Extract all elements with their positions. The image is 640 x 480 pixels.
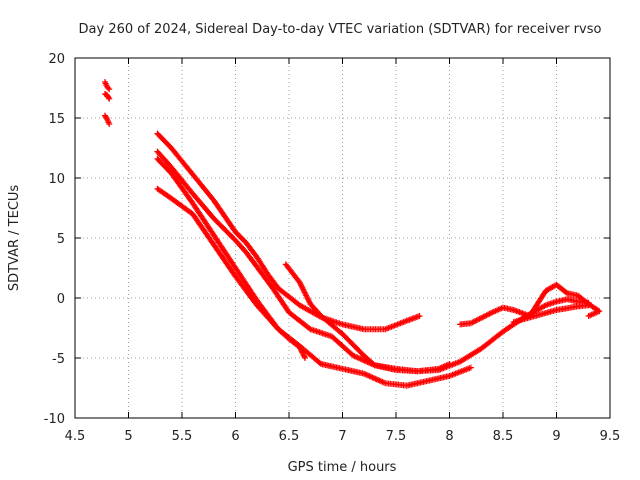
- data-point: [302, 355, 309, 361]
- data-point: [585, 313, 592, 319]
- x-tick-label: 7.5: [386, 429, 407, 444]
- y-tick-label: -5: [52, 352, 65, 367]
- axis-ticks: 4.5 5 5.5 6 6.5 7 7.5 8 8.5 9 9.5 -10 -5 0 5 10 15 20: [44, 52, 621, 444]
- series-arc-b: [101, 91, 113, 102]
- data-point: [370, 361, 377, 368]
- y-tick-label: 20: [48, 52, 65, 67]
- data-point: [301, 353, 308, 360]
- x-tick-label: 9.5: [600, 429, 621, 444]
- series-arc-4: [154, 185, 309, 361]
- series-arc-1: [154, 130, 423, 333]
- data-points: [101, 79, 603, 389]
- y-axis-label: SDTVAR / TECUs: [7, 185, 22, 292]
- x-tick-label: 7: [338, 429, 346, 444]
- y-tick-label: -10: [44, 412, 65, 427]
- data-point: [296, 344, 303, 351]
- y-tick-label: 0: [57, 292, 65, 307]
- data-point: [300, 350, 307, 357]
- x-tick-label: 5.5: [172, 429, 193, 444]
- data-point: [585, 302, 592, 309]
- chart-title: Day 260 of 2024, Sidereal Day-to-day VTE…: [79, 22, 602, 37]
- data-point: [105, 94, 112, 101]
- data-point: [563, 289, 570, 296]
- data-point: [106, 121, 113, 127]
- series-arc-c: [101, 112, 113, 127]
- x-tick-label: 6: [231, 429, 239, 444]
- data-point: [298, 346, 305, 353]
- y-tick-label: 15: [48, 112, 65, 127]
- x-tick-label: 9: [552, 429, 560, 444]
- data-point: [105, 85, 112, 91]
- y-tick-label: 5: [57, 232, 65, 247]
- plot-frame: [74, 57, 611, 419]
- data-point: [298, 348, 305, 355]
- data-point: [416, 313, 423, 319]
- x-tick-label: 5: [124, 429, 132, 444]
- data-point: [106, 95, 113, 102]
- data-point: [467, 364, 474, 371]
- series-arc-6: [457, 281, 603, 328]
- grid: [75, 58, 610, 418]
- x-tick-label: 6.5: [279, 429, 300, 444]
- data-point: [106, 86, 113, 93]
- x-tick-label: 8: [445, 429, 453, 444]
- data-point: [300, 352, 307, 359]
- data-point: [299, 349, 306, 356]
- y-tick-label: 10: [48, 172, 65, 187]
- x-tick-label: 8.5: [493, 429, 514, 444]
- series-arc-7: [510, 302, 592, 325]
- x-axis-label: GPS time / hours: [288, 460, 397, 475]
- series-arc-3: [154, 155, 474, 389]
- data-point: [297, 345, 304, 352]
- series-arc-a: [101, 79, 113, 93]
- x-tick-label: 4.5: [65, 429, 86, 444]
